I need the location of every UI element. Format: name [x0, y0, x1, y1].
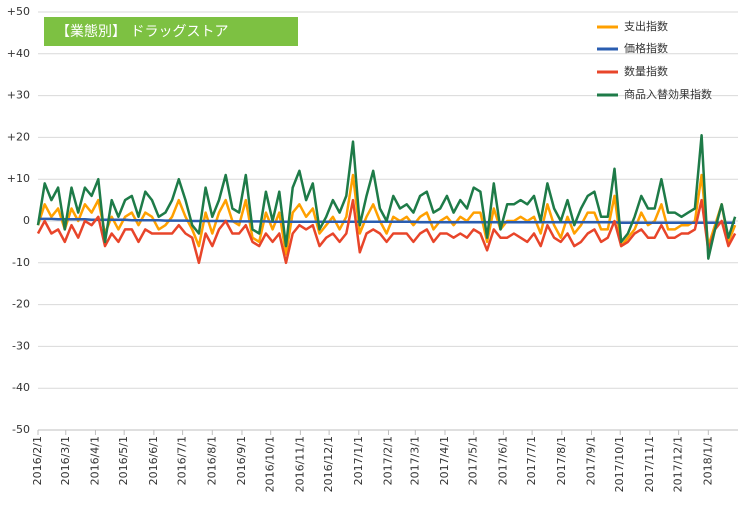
x-tick-label: 2016/5/1 [117, 436, 130, 485]
x-tick-label: 2017/3/1 [408, 436, 421, 485]
y-tick-label: -40 [12, 381, 30, 394]
legend-label: 価格指数 [624, 41, 668, 55]
x-tick-label: 2017/5/1 [467, 436, 480, 485]
y-tick-label: +50 [7, 5, 30, 18]
x-tick-label: 2016/10/1 [264, 436, 277, 492]
x-tick-label: 2016/9/1 [235, 436, 248, 485]
x-tick-label: 2017/10/1 [613, 436, 626, 492]
x-tick-label: 2016/2/1 [31, 436, 44, 485]
x-tick-label: 2017/1/1 [352, 436, 365, 485]
y-tick-label: -20 [12, 298, 30, 311]
y-tick-label: 0 [23, 214, 30, 227]
y-tick-label: -10 [12, 256, 30, 269]
title-box [44, 17, 298, 46]
x-tick-label: 2016/7/1 [176, 436, 189, 485]
x-tick-label: 2018/1/1 [701, 436, 714, 485]
legend-label: 商品入替効果指数 [624, 87, 712, 101]
x-tick-label: 2016/12/1 [322, 436, 335, 492]
legend-label: 数量指数 [624, 64, 668, 78]
y-tick-label: +10 [7, 172, 30, 185]
x-tick-label: 2016/11/1 [293, 436, 306, 492]
y-tick-label: -50 [12, 423, 30, 436]
x-tick-label: 2016/8/1 [205, 436, 218, 485]
chart-title: 【業態別】 ドラッグストア [56, 24, 228, 40]
series-line [36, 134, 737, 260]
x-tick-label: 2016/6/1 [147, 436, 160, 485]
y-tick-label: +30 [7, 89, 30, 102]
x-tick-label: 2016/4/1 [88, 436, 101, 485]
legend-label: 支出指数 [624, 19, 668, 33]
x-tick-label: 2017/6/1 [496, 436, 509, 485]
x-tick-label: 2017/12/1 [672, 436, 685, 492]
x-tick-label: 2017/4/1 [438, 436, 451, 485]
y-tick-label: -30 [12, 339, 30, 352]
y-tick-label: +20 [7, 130, 30, 143]
x-tick-label: 2017/11/1 [643, 436, 656, 492]
x-tick-label: 2017/7/1 [525, 436, 538, 485]
x-tick-label: 2017/2/1 [381, 436, 394, 485]
x-tick-label: 2017/9/1 [584, 436, 597, 485]
y-tick-label: +40 [7, 47, 30, 60]
series-line [36, 198, 737, 265]
x-tick-label: 2016/3/1 [59, 436, 72, 485]
x-tick-label: 2017/8/1 [555, 436, 568, 485]
